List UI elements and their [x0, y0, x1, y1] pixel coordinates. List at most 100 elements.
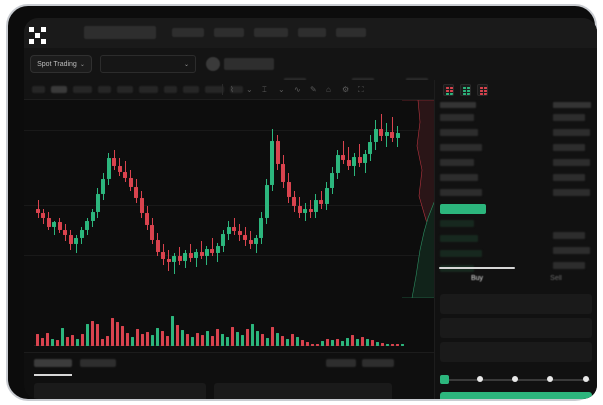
orderbook-ask-row[interactable]: [440, 189, 482, 196]
orderbook-ask-amount[interactable]: [553, 159, 590, 166]
nav-item-3[interactable]: [254, 28, 288, 37]
orderbook-bid-amount[interactable]: [553, 262, 585, 269]
nav-item-4[interactable]: [298, 28, 326, 37]
percent-slider[interactable]: [440, 375, 592, 385]
candle: [188, 100, 193, 298]
tab-order-history[interactable]: [80, 359, 116, 367]
submit-buy-button[interactable]: [440, 392, 592, 399]
candle: [68, 100, 73, 298]
pair-select[interactable]: ⌄: [100, 55, 196, 73]
candle: [36, 100, 40, 298]
orderbook-ask-row[interactable]: [440, 174, 478, 181]
chevron-down-icon[interactable]: ⌄: [246, 85, 253, 94]
slider-stop-75[interactable]: [547, 376, 553, 382]
orderbook-ask-row[interactable]: [440, 129, 478, 136]
candle: [117, 100, 122, 298]
orderbook-last-price-row[interactable]: [440, 204, 486, 214]
indicators-icon[interactable]: ⌇: [230, 85, 234, 94]
orderbook-asks-icon[interactable]: [477, 84, 488, 96]
timeframe-button-1[interactable]: [32, 86, 45, 93]
candle-body: [101, 179, 106, 194]
candle-body: [254, 238, 258, 245]
timeframe-button-10[interactable]: [230, 86, 243, 93]
timeframe-button-6[interactable]: [139, 86, 158, 93]
price-field[interactable]: [440, 294, 592, 314]
candle: [215, 100, 220, 298]
timeframe-button-2[interactable]: [51, 86, 67, 93]
amount-field[interactable]: [440, 318, 592, 338]
okx-logo[interactable]: [29, 27, 46, 44]
candle-body: [46, 217, 51, 227]
chart-gridline: [24, 255, 434, 256]
volume-bar: [381, 342, 384, 346]
candle-wick: [310, 199, 311, 218]
price-chart[interactable]: [24, 100, 434, 298]
orderbook-bid-row[interactable]: [440, 235, 478, 242]
volume-bar: [386, 343, 389, 346]
slider-stop-50[interactable]: [512, 376, 518, 382]
orderbook-ask-row[interactable]: [440, 144, 482, 151]
line-tool-icon[interactable]: ∿: [294, 85, 301, 94]
orderbook-ask-amount[interactable]: [553, 189, 590, 196]
timeframe-button-5[interactable]: [117, 86, 133, 93]
volume-bar: [226, 336, 229, 346]
nav-item-5[interactable]: [336, 28, 366, 37]
orderbook-bid-row[interactable]: [440, 265, 474, 272]
volume-bar: [221, 333, 224, 346]
nav-item-2[interactable]: [214, 28, 244, 37]
nav-item-1[interactable]: [172, 28, 204, 37]
bottom-action-1[interactable]: [326, 359, 356, 367]
timeframe-button-7[interactable]: [164, 86, 177, 93]
timeframe-button-8[interactable]: [183, 86, 199, 93]
orderbook-bid-row[interactable]: [440, 220, 474, 227]
orderbook-ask-amount[interactable]: [553, 174, 585, 181]
orderbook-header-price: [440, 102, 476, 108]
order-form-tabs: Buy Sell: [435, 266, 597, 292]
settings-icon[interactable]: ⚙: [342, 85, 350, 94]
volume-bar: [171, 316, 174, 346]
tab-buy[interactable]: Buy: [470, 275, 484, 282]
search-input[interactable]: [84, 26, 156, 39]
slider-stop-25[interactable]: [477, 376, 483, 382]
volume-bar: [316, 344, 319, 346]
total-field[interactable]: [440, 342, 592, 362]
volume-bar: [321, 341, 324, 346]
timeframe-button-4[interactable]: [98, 86, 111, 93]
bottom-panel-left: [34, 383, 206, 399]
orderbook-bid-amount[interactable]: [553, 247, 590, 254]
chevron-down-icon-2[interactable]: ⌄: [278, 85, 285, 94]
candle-wick: [190, 244, 192, 263]
timeframe-button-9[interactable]: [205, 86, 224, 93]
volume-bar: [121, 326, 124, 346]
candle: [286, 100, 291, 298]
orderbook-ask-amount[interactable]: [553, 144, 585, 151]
slider-handle[interactable]: [440, 375, 449, 384]
timeframe-button-3[interactable]: [73, 86, 92, 93]
orderbook-bid-row[interactable]: [440, 250, 482, 257]
slider-stop-100[interactable]: [583, 376, 589, 382]
orderbook-bid-amount[interactable]: [553, 232, 585, 239]
orderbook-ask-row[interactable]: [440, 114, 474, 121]
tab-sell[interactable]: Sell: [550, 275, 562, 282]
alert-icon[interactable]: ⌂: [326, 85, 331, 94]
orderbook-ask-amount[interactable]: [553, 114, 585, 121]
orderbook-bids-icon[interactable]: [460, 84, 471, 96]
volume-bar: [246, 328, 249, 346]
orderbook-both-icon[interactable]: [443, 84, 454, 96]
pencil-icon[interactable]: ✎: [310, 85, 317, 94]
bottom-action-2[interactable]: [362, 359, 394, 367]
chart-type-icon[interactable]: ⌶: [262, 85, 267, 94]
candle-wick: [75, 235, 77, 254]
mode-selector[interactable]: Spot Trading ⌄: [30, 55, 92, 73]
tab-open-orders[interactable]: [34, 359, 72, 367]
candle: [194, 100, 199, 298]
volume-bar: [251, 324, 254, 346]
candle-body: [117, 165, 122, 172]
volume-bar: [266, 337, 269, 346]
fullscreen-icon[interactable]: ⛶: [358, 85, 364, 94]
orderbook-ask-row[interactable]: [440, 159, 474, 166]
orderbook-ask-amount[interactable]: [553, 129, 590, 136]
chevron-down-icon: ⌄: [79, 61, 85, 68]
candle-body: [155, 239, 160, 252]
volume-bar: [176, 325, 179, 346]
